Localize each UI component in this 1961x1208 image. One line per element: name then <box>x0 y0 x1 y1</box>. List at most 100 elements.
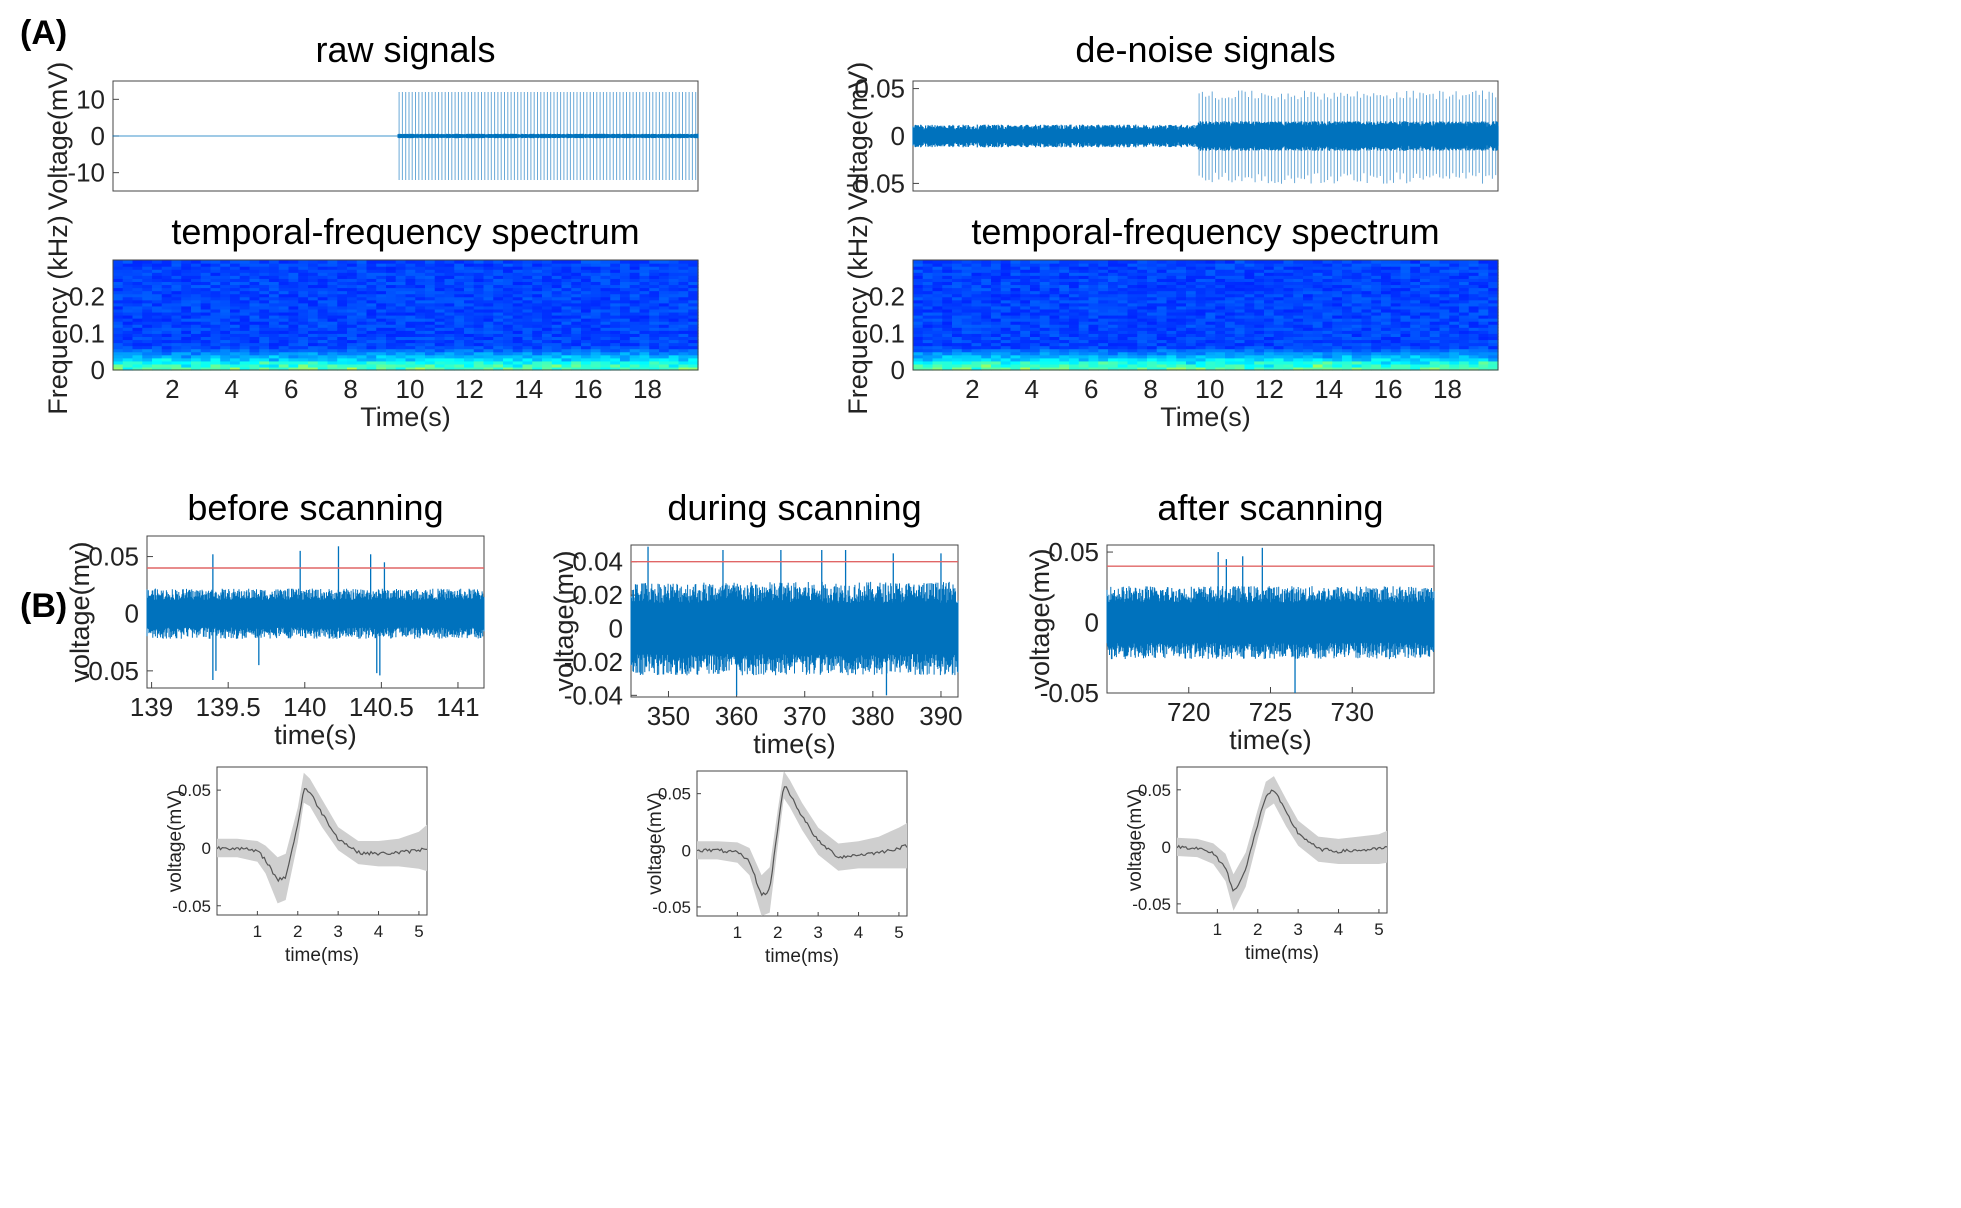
spectrogram-cell <box>600 321 611 325</box>
spectrogram-cell <box>542 336 553 341</box>
spectrogram-cell <box>932 324 943 328</box>
spectrogram-cell <box>259 272 270 276</box>
spectrogram-cell <box>132 296 143 301</box>
spectrogram-cell <box>1108 351 1119 356</box>
spectrogram-cell <box>113 287 124 292</box>
spectrogram-cell <box>1195 345 1207 350</box>
x-tick-label: 4 <box>225 374 239 404</box>
spectrogram-cell <box>1059 311 1070 316</box>
spectrogram-cell <box>1273 266 1285 270</box>
spectrogram-cell <box>942 342 953 347</box>
spectrogram-cell <box>493 302 504 307</box>
spectrogram-cell <box>629 327 641 331</box>
spectrogram-cell <box>1371 269 1382 273</box>
spectrogram-cell <box>239 363 251 368</box>
spectrogram-cell <box>581 278 592 282</box>
spectrogram-cell <box>1390 345 1402 350</box>
spectrogram-cell <box>425 324 436 328</box>
spectrogram-cell <box>1400 345 1411 350</box>
spectrogram-cell <box>454 263 465 267</box>
spectrogram-cell <box>1215 305 1226 310</box>
spectrogram-cell <box>1429 272 1441 276</box>
spectrogram-cell <box>991 327 1002 331</box>
spectrogram-cell <box>1205 269 1216 273</box>
spectrogram-cell <box>473 260 485 264</box>
spectrogram-cell <box>1098 311 1109 316</box>
spectrogram-cell <box>1195 318 1207 322</box>
spectrogram-cell <box>991 275 1002 279</box>
spectrogram-cell <box>1098 351 1109 356</box>
spectrogram-cell <box>1059 308 1070 313</box>
spectrogram-cell <box>1078 272 1090 276</box>
spectrogram-cell <box>1264 272 1275 276</box>
spectrogram-cell <box>210 281 221 286</box>
spectrogram-cell <box>1342 275 1353 279</box>
spectrogram-cell <box>1215 260 1226 264</box>
spectrogram-cell <box>142 333 153 337</box>
spectrogram-cell <box>659 287 670 292</box>
spectrogram-cell <box>688 275 699 279</box>
spectrogram-cell <box>1254 336 1265 341</box>
spectrogram-cell <box>688 269 699 273</box>
spectrogram-cell <box>922 281 934 286</box>
spectrogram-cell <box>571 278 582 282</box>
spectrogram-cell <box>249 266 260 270</box>
spectrogram-cell <box>1069 260 1080 264</box>
spectrogram-cell <box>571 284 582 289</box>
spectrogram-cell <box>1000 342 1012 347</box>
spectrogram-cell <box>1400 296 1411 301</box>
spectrogram-cell <box>191 287 202 292</box>
spectrogram-cell <box>269 293 280 298</box>
spectrogram-cell <box>220 315 231 319</box>
spectrogram-cell <box>659 281 670 286</box>
spectrogram-cell <box>503 287 514 292</box>
y-tick-label: 0 <box>1162 838 1171 857</box>
spectrogram-cell <box>1127 284 1138 289</box>
spectrogram-cell <box>1293 305 1304 310</box>
spectrogram-cell <box>1468 275 1480 279</box>
spectrogram-cell <box>971 293 982 298</box>
spectrogram-cell <box>1215 363 1226 368</box>
spectrogram-cell <box>1098 272 1109 276</box>
spectrogram-cell <box>503 315 514 319</box>
spectrogram-cell <box>1244 275 1255 279</box>
spectrogram-cell <box>1342 269 1353 273</box>
spectrogram-cell <box>366 311 377 316</box>
spectrogram-cell <box>1312 287 1324 292</box>
spectrogram-cell <box>1186 351 1197 356</box>
spectrogram-cell <box>356 354 368 359</box>
spectrogram-cell <box>1273 296 1285 301</box>
spectrogram-cell <box>1117 299 1129 304</box>
x-tick-label: 2 <box>773 923 782 942</box>
spectrogram-cell <box>1010 275 1021 279</box>
spectrogram-cell <box>386 296 397 301</box>
spectrogram-cell <box>239 351 251 356</box>
spectrogram-cell <box>1186 366 1197 371</box>
signal-trace-active <box>1197 121 1499 151</box>
spectrogram-cell <box>337 284 348 289</box>
spectrogram-cell <box>571 327 582 331</box>
spectrogram-cell <box>1410 263 1421 267</box>
spectrogram-cell <box>659 263 670 267</box>
spectrogram-cell <box>1273 293 1285 298</box>
spectrogram-cell <box>386 287 397 292</box>
spectrogram-cell <box>1137 260 1148 264</box>
spectrogram-cell <box>327 321 338 325</box>
spectrogram-cell <box>1108 321 1119 325</box>
spectrogram-cell <box>1195 266 1207 270</box>
spectrogram-cell <box>434 293 446 298</box>
spectrogram-cell <box>1030 284 1041 289</box>
spectrogram-cell <box>942 284 953 289</box>
spectrogram-cell <box>620 324 631 328</box>
spectrogram-cell <box>561 330 572 334</box>
spectrogram-cell <box>1166 293 1177 298</box>
spectrogram-cell <box>395 321 407 325</box>
spectrogram-cell <box>971 348 982 353</box>
spectrogram-cell <box>551 296 563 301</box>
spectrogram-cell <box>376 272 387 276</box>
spectrogram-cell <box>425 345 436 350</box>
spectrogram-cell <box>1117 342 1129 347</box>
spectrogram-cell <box>571 333 582 337</box>
spectrogram-cell <box>1030 260 1041 264</box>
spectrogram-cell <box>161 272 173 276</box>
